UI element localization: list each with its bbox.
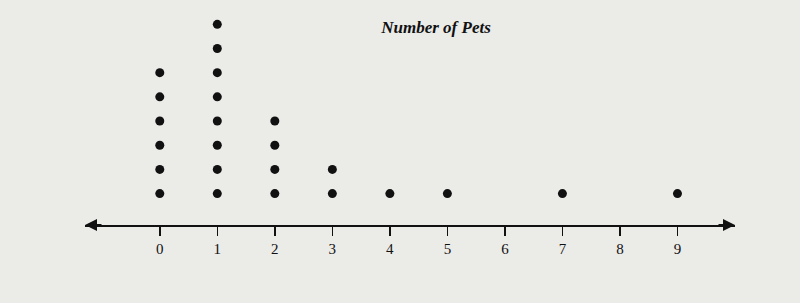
- svg-text:6: 6: [501, 241, 509, 257]
- svg-text:Number of Pets: Number of Pets: [380, 18, 491, 37]
- svg-text:7: 7: [559, 241, 567, 257]
- svg-text:0: 0: [156, 241, 164, 257]
- svg-text:8: 8: [616, 241, 624, 257]
- svg-text:3: 3: [329, 241, 337, 257]
- svg-text:4: 4: [386, 241, 394, 257]
- svg-text:9: 9: [674, 241, 682, 257]
- svg-text:1: 1: [214, 241, 222, 257]
- svg-text:2: 2: [271, 241, 279, 257]
- svg-text:5: 5: [444, 241, 452, 257]
